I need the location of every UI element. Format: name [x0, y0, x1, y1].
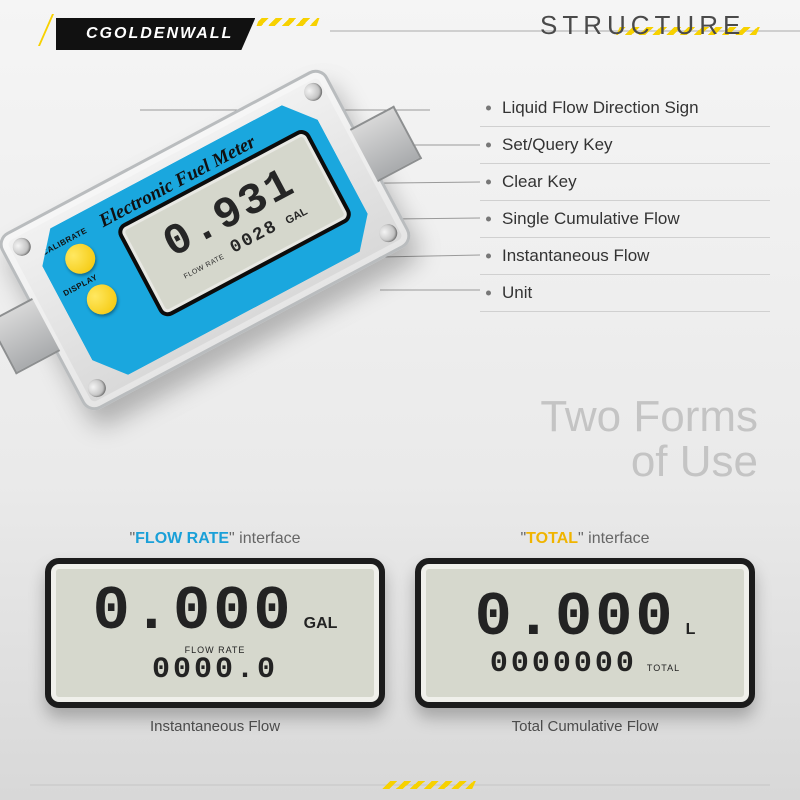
- total-primary: 0.000: [475, 587, 676, 649]
- lcd-unit: GAL: [284, 205, 310, 227]
- flow-iface-key: FLOW RATE: [135, 530, 229, 547]
- callout-item: Single Cumulative Flow: [480, 201, 770, 238]
- flow-iface-suffix: interface: [235, 530, 301, 547]
- two-forms-title: Two Forms of Use: [540, 395, 758, 485]
- callout-item: Clear Key: [480, 164, 770, 201]
- pipe-right: [350, 106, 422, 182]
- device-illustration: CALIBRATE DISPLAY Electronic Fuel Meter …: [0, 80, 440, 480]
- total-iface-key: TOTAL: [526, 530, 578, 547]
- flow-primary: 0.000: [93, 581, 294, 643]
- total-card: "TOTAL" interface 0.000 L 0000000 TOTAL …: [415, 530, 755, 735]
- total-iface-suffix: interface: [584, 530, 650, 547]
- total-lcd: 0.000 L 0000000 TOTAL: [415, 558, 755, 708]
- device-face: CALIBRATE DISPLAY Electronic Fuel Meter …: [28, 93, 381, 386]
- brand-accent-right: [257, 18, 320, 26]
- lcd-cards: "FLOW RATE" interface 0.000 GAL FLOW RAT…: [0, 530, 800, 735]
- total-unit: L: [686, 621, 696, 639]
- flow-iface-label: "FLOW RATE" interface: [45, 530, 385, 548]
- callout-item: Instantaneous Flow: [480, 238, 770, 275]
- brand-chip: CGOLDENWALL: [56, 18, 255, 50]
- screw-icon: [10, 235, 34, 259]
- brand-text: CGOLDENWALL: [86, 25, 233, 43]
- total-iface-label: "TOTAL" interface: [415, 530, 755, 548]
- callout-item: Unit: [480, 275, 770, 312]
- total-midlabel: TOTAL: [647, 663, 680, 673]
- section-title: STRUCTURE: [540, 10, 745, 41]
- total-secondary: 0000000: [490, 649, 637, 679]
- screw-icon: [85, 376, 109, 400]
- screw-icon: [301, 80, 325, 104]
- flow-lcd: 0.000 GAL FLOW RATE 0000.0: [45, 558, 385, 708]
- flow-caption: Instantaneous Flow: [45, 718, 385, 735]
- callout-item: Liquid Flow Direction Sign: [480, 90, 770, 127]
- screw-icon: [376, 221, 400, 245]
- two-forms-line2: of Use: [540, 440, 758, 485]
- pipe-left: [0, 298, 60, 374]
- flow-secondary: 0000.0: [152, 655, 278, 685]
- total-caption: Total Cumulative Flow: [415, 718, 755, 735]
- flow-rate-card: "FLOW RATE" interface 0.000 GAL FLOW RAT…: [45, 530, 385, 735]
- callout-item: Set/Query Key: [480, 127, 770, 164]
- flow-unit: GAL: [304, 615, 338, 633]
- callouts: Liquid Flow Direction Sign Set/Query Key…: [480, 90, 770, 312]
- two-forms-line1: Two Forms: [540, 395, 758, 440]
- bottom-rule: [30, 784, 770, 786]
